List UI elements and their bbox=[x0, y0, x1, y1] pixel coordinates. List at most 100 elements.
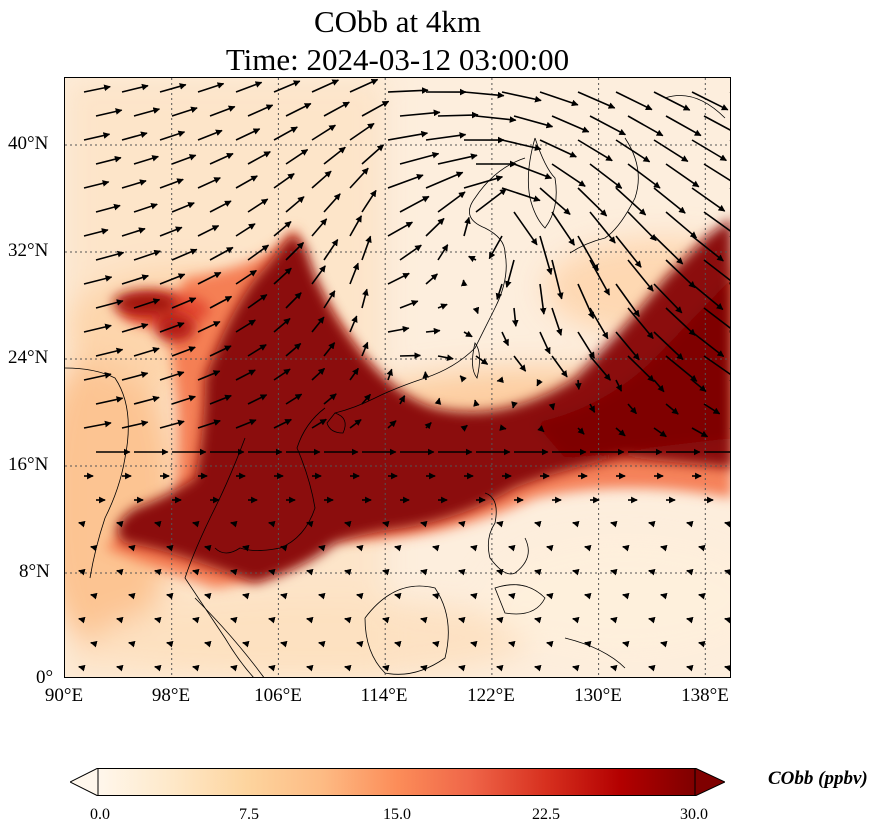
wind-vector-arrow bbox=[501, 91, 542, 103]
wind-vector-arrow bbox=[470, 592, 478, 600]
wind-vector-arrow bbox=[306, 616, 314, 624]
wind-vector-arrow bbox=[653, 235, 684, 265]
chart-title: CObb at 4km bbox=[313, 4, 482, 39]
wind-vector-arrow bbox=[171, 346, 196, 357]
wind-vector-arrow bbox=[154, 520, 162, 528]
wind-vector-arrow bbox=[458, 568, 466, 576]
wind-vector-arrow bbox=[691, 187, 726, 212]
wind-vector-arrow bbox=[610, 616, 618, 624]
wind-vector-arrow bbox=[703, 259, 730, 285]
wind-vector-arrow bbox=[610, 520, 618, 528]
wind-vector-arrow bbox=[90, 592, 98, 600]
wind-vector-arrow bbox=[387, 174, 424, 189]
map-plot bbox=[65, 78, 730, 677]
wind-vector-arrow bbox=[235, 419, 257, 429]
wind-vector-arrow bbox=[691, 235, 724, 262]
wind-vector-arrow bbox=[159, 419, 185, 429]
wind-vector-arrow bbox=[209, 394, 232, 405]
wind-vector-arrow bbox=[622, 640, 630, 648]
wind-vector-arrow bbox=[83, 420, 112, 429]
wind-vector-arrow bbox=[577, 331, 596, 359]
wind-vector-arrow bbox=[475, 355, 489, 366]
wind-vector-arrow bbox=[280, 544, 288, 552]
wind-vector-arrow bbox=[660, 640, 668, 648]
wind-vector-arrow bbox=[349, 418, 362, 429]
wind-vector-arrow bbox=[116, 520, 124, 528]
wind-vector-arrow bbox=[121, 274, 149, 285]
wind-vector-arrow bbox=[382, 664, 390, 672]
wind-vector-arrow bbox=[691, 139, 727, 162]
wind-vector-arrow bbox=[615, 331, 640, 361]
wind-vector-arrow bbox=[394, 640, 402, 648]
wind-vector-arrow bbox=[488, 235, 503, 260]
wind-vector-arrow bbox=[729, 380, 730, 381]
wind-vector-arrow bbox=[323, 239, 339, 261]
lat-tick-label: 32°N bbox=[8, 240, 49, 261]
wind-vector-arrow bbox=[78, 616, 86, 624]
wind-vector-arrow bbox=[306, 568, 314, 576]
wind-vector-arrow bbox=[247, 394, 268, 405]
wind-vector-arrow bbox=[204, 640, 212, 648]
wind-vector-arrow bbox=[703, 211, 730, 236]
wind-vector-arrow bbox=[311, 124, 336, 141]
wind-vector-arrow bbox=[627, 163, 661, 189]
wind-vector-arrow bbox=[703, 115, 730, 131]
lon-tick-label: 122°E bbox=[467, 685, 515, 706]
wind-vector-arrow bbox=[425, 327, 441, 335]
wind-vector-arrow bbox=[116, 568, 124, 576]
wind-vector-arrow bbox=[197, 177, 221, 189]
wind-vector-arrow bbox=[311, 418, 327, 429]
colorbar-tick-label: 30.0 bbox=[680, 806, 708, 823]
wind-vector-arrow bbox=[197, 129, 223, 141]
wind-vector-arrow bbox=[121, 179, 147, 189]
wind-vector-arrow bbox=[121, 322, 149, 333]
wind-vector-arrow bbox=[399, 151, 440, 165]
colorbar bbox=[70, 768, 725, 796]
wind-vector-arrow bbox=[349, 367, 359, 381]
wind-vector-arrow bbox=[398, 395, 406, 405]
wind-vector-arrow bbox=[610, 568, 618, 576]
wind-vector-arrow bbox=[496, 520, 504, 528]
wind-vector-arrow bbox=[653, 427, 667, 438]
wind-vector-arrow bbox=[121, 371, 149, 381]
wind-vector-arrow bbox=[539, 91, 579, 107]
wind-vector-arrow bbox=[159, 130, 186, 141]
wind-vector-arrow bbox=[615, 91, 653, 111]
wind-vector-arrow bbox=[349, 262, 360, 285]
wind-vector-arrow bbox=[437, 244, 449, 261]
wind-vector-arrow bbox=[691, 427, 709, 438]
wind-vector-arrow bbox=[154, 664, 162, 672]
wind-vector-arrow bbox=[349, 167, 369, 189]
wind-vector-arrow bbox=[356, 640, 364, 648]
wind-vector-arrow bbox=[133, 249, 161, 261]
wind-vector-arrow bbox=[499, 424, 507, 431]
wind-vector-arrow bbox=[192, 664, 200, 672]
wind-vector-arrow bbox=[159, 226, 183, 237]
wind-vector-arrow bbox=[235, 369, 256, 381]
wind-vector-arrow bbox=[78, 520, 86, 528]
wind-vector-arrow bbox=[318, 640, 326, 648]
wind-vector-arrow bbox=[399, 109, 441, 117]
wind-vector-arrow bbox=[83, 180, 110, 189]
wind-vector-arrow bbox=[627, 355, 655, 382]
wind-vector-arrow bbox=[572, 664, 580, 672]
wind-vector-arrow bbox=[501, 187, 541, 202]
wind-vector-arrow bbox=[551, 211, 576, 246]
wind-vector-arrow bbox=[420, 568, 428, 576]
wind-vector-arrow bbox=[311, 170, 332, 189]
wind-vector-arrow bbox=[356, 544, 364, 552]
wind-vector-arrow bbox=[420, 664, 428, 672]
wind-vector-arrow bbox=[394, 544, 402, 552]
wind-vector-arrow bbox=[116, 664, 124, 672]
wind-vector-arrow bbox=[273, 368, 291, 381]
wind-vector-arrow bbox=[577, 235, 599, 272]
wind-vector-arrow bbox=[154, 616, 162, 624]
wind-vector-arrow bbox=[703, 163, 730, 182]
wind-vector-arrow bbox=[475, 115, 517, 123]
wind-vector-arrow bbox=[171, 154, 197, 165]
wind-vector-arrow bbox=[551, 259, 564, 300]
wind-vector-arrow bbox=[133, 346, 160, 357]
wind-vector-arrow bbox=[691, 379, 707, 393]
wind-vector-arrow bbox=[230, 520, 238, 528]
wind-vector-arrow bbox=[209, 200, 232, 213]
